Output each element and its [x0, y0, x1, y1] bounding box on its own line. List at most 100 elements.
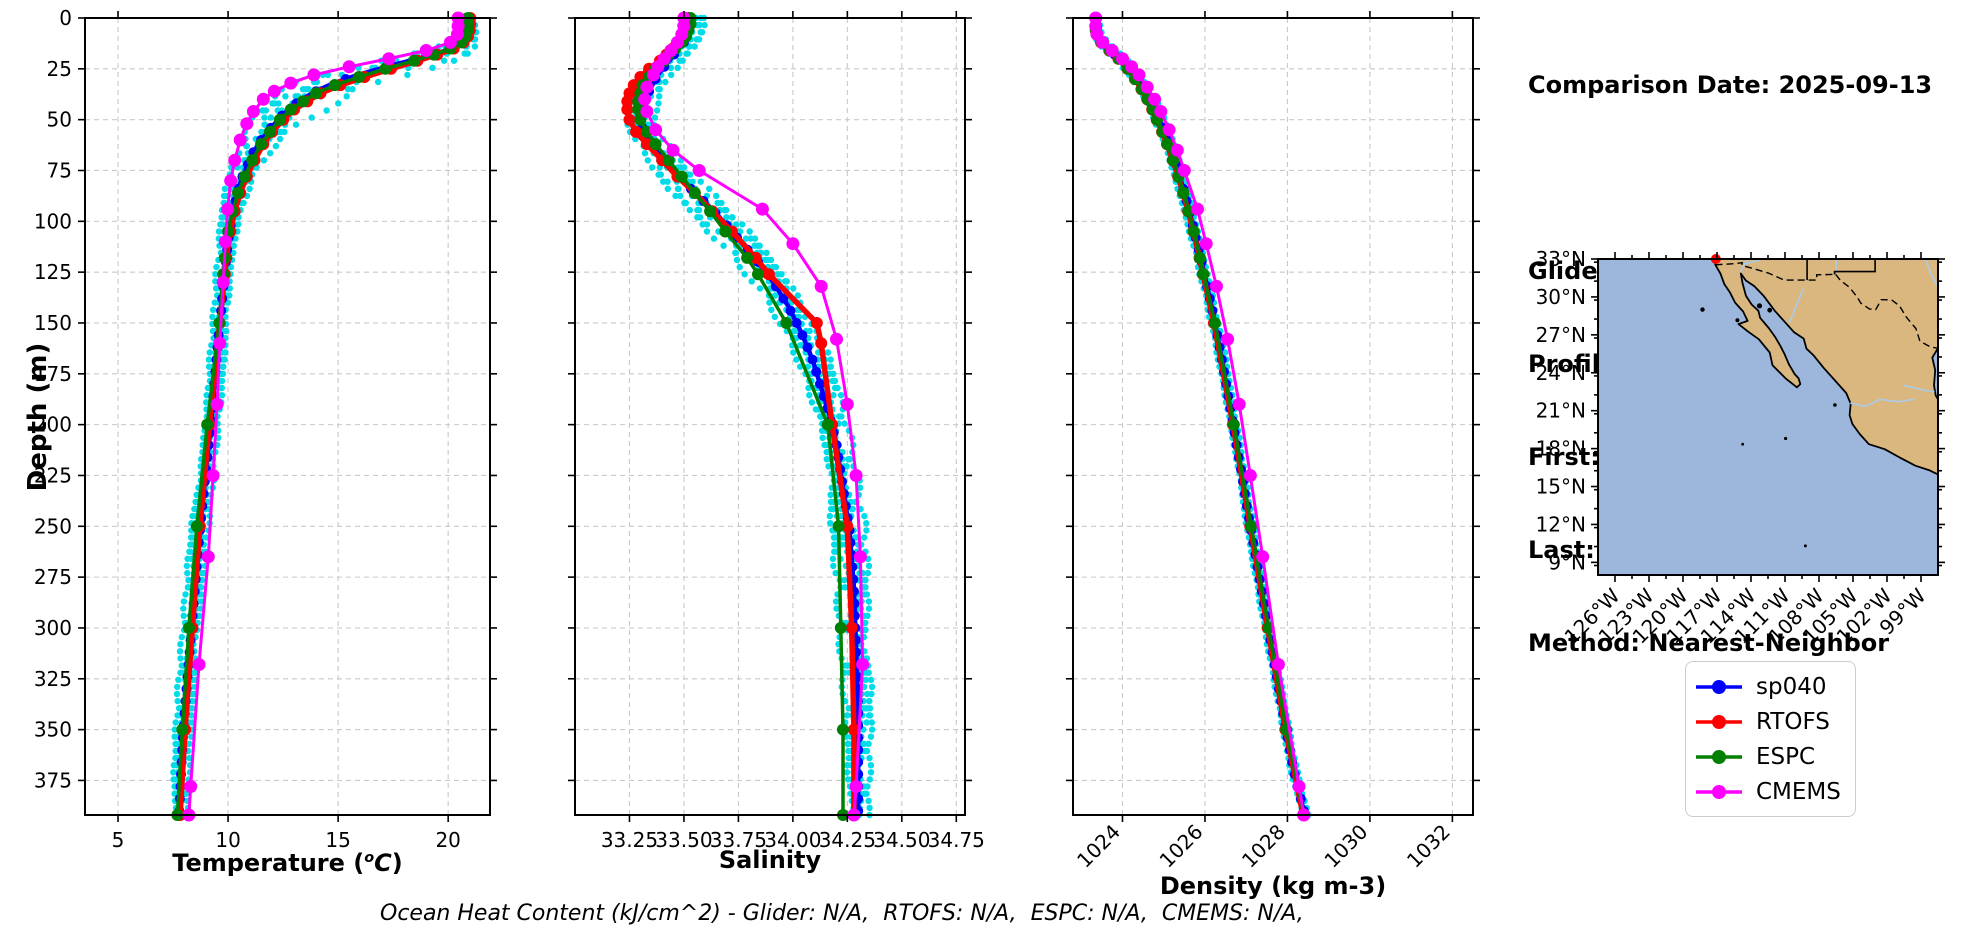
- depth-tick-label: 0: [59, 6, 72, 30]
- depth-tick-label: 75: [47, 158, 72, 182]
- legend-line-marker-CMEMS: [1696, 784, 1742, 799]
- map-island: [1833, 403, 1837, 407]
- method-line: Method: Nearest-Neighbor: [1528, 629, 1890, 657]
- depth-tick-label: 100: [34, 209, 72, 233]
- temperature-profile-plot: 5 10 15 20025507510012515017520022525027530…: [34, 6, 497, 852]
- temperature-axis-label-unit: C: [374, 849, 392, 877]
- temperature-axis-label: Temperature (oC): [85, 849, 490, 877]
- map-state-border: [1833, 259, 1876, 275]
- map-land: [1714, 259, 1938, 476]
- salinity-xtick-label: 33.75: [710, 828, 767, 852]
- depth-tick-label: 300: [34, 616, 72, 640]
- temperature-xtick-label: 20: [435, 828, 460, 852]
- density-series-CMEMS: [1089, 11, 1311, 822]
- temperature-axes-frame: [84, 17, 491, 816]
- salinity-ticks: [568, 11, 972, 822]
- map-island: [1784, 436, 1788, 441]
- density-xtick-label: 1026: [1155, 820, 1208, 873]
- density-xtick-label: 1028: [1237, 820, 1290, 873]
- depth-axis-label: Depth (m): [23, 342, 53, 492]
- map-island: [1767, 307, 1773, 313]
- density-axis-label: Density (kg m-3): [1073, 872, 1473, 900]
- salinity-xtick-label: 34.00: [764, 828, 821, 852]
- map-lat-label: 33°N: [1536, 247, 1586, 271]
- temperature-axis-label-close: ): [391, 849, 403, 877]
- depth-tick-label: 150: [34, 311, 72, 335]
- map-river: [1850, 398, 1915, 408]
- density-grid: [1073, 17, 1473, 815]
- temperature-axis-label-text: Temperature (: [172, 849, 365, 877]
- map-lat-label: 12°N: [1536, 512, 1586, 536]
- salinity-series-ESPC: [632, 12, 849, 821]
- depth-tick-label: 175: [34, 362, 72, 386]
- legend-line-marker-ESPC: [1696, 749, 1742, 764]
- depth-tick-label: 375: [34, 768, 72, 792]
- salinity-series-CMEMS: [638, 11, 870, 822]
- legend-label-sp040: sp040: [1756, 673, 1827, 700]
- map-river: [1924, 259, 1938, 286]
- temperature-ticks: [78, 11, 497, 822]
- legend-item-ESPC: ESPC: [1694, 739, 1841, 774]
- temperature-xtick-label: 15: [325, 828, 350, 852]
- map-border-dashed: [1715, 261, 1836, 281]
- map-lat-label: 30°N: [1536, 285, 1586, 309]
- salinity-xtick-label: 34.75: [928, 828, 985, 852]
- map-island: [1735, 318, 1740, 323]
- density-xtick-label: 1030: [1319, 820, 1372, 873]
- legend-item-RTOFS: RTOFS: [1694, 704, 1841, 739]
- map-lat-label: 24°N: [1536, 361, 1586, 385]
- legend-line-marker-RTOFS: [1696, 714, 1742, 729]
- comparison-date-line: Comparison Date: 2025-09-13: [1528, 71, 1933, 99]
- depth-tick-label: 25: [47, 57, 72, 81]
- temperature-axis-label-sup: o: [364, 850, 375, 866]
- legend: sp040 RTOFS ESPC CMEMS: [1685, 661, 1856, 817]
- map-lat-label: 21°N: [1536, 399, 1586, 423]
- density-tick-labels: 1024 1026 1028 1030 1032: [1072, 820, 1455, 873]
- map-lat-label: 27°N: [1536, 323, 1586, 347]
- temperature-tick-labels: 5 10 15 20025507510012515017520022525027530…: [34, 6, 461, 852]
- legend-label-ESPC: ESPC: [1756, 743, 1816, 770]
- map-river: [1739, 259, 1748, 273]
- info-spacer: [1528, 163, 1932, 194]
- depth-tick-label: 250: [34, 514, 72, 538]
- map-lat-label: 18°N: [1536, 437, 1586, 461]
- density-ticks: [1066, 11, 1480, 822]
- depth-tick-label: 350: [34, 718, 72, 742]
- depth-tick-label: 50: [47, 108, 72, 132]
- map-river: [1788, 288, 1804, 324]
- map-river: [1903, 384, 1935, 393]
- temperature-series-CMEMS: [182, 11, 465, 822]
- map-border-dashed: [1835, 273, 1938, 349]
- temperature-xtick-label: 5: [112, 828, 125, 852]
- map-lat-label: 15°N: [1536, 475, 1586, 499]
- map-island: [1803, 544, 1807, 548]
- ohc-annotation: Ocean Heat Content (kJ/cm^2) - Glider: N…: [380, 901, 1304, 926]
- map-island: [1756, 303, 1763, 309]
- depth-tick-label: 275: [34, 565, 72, 589]
- density-axis-label-text: Density (kg m-3): [1159, 872, 1387, 900]
- legend-item-CMEMS: CMEMS: [1694, 774, 1841, 809]
- density-axes-frame: [1072, 17, 1474, 816]
- location-map: 33°N30°N27°N24°N21°N18°N15°N12°N9°N126°W…: [1536, 247, 1945, 649]
- map-island: [1700, 307, 1705, 312]
- legend-label-CMEMS: CMEMS: [1756, 778, 1841, 805]
- temperature-xtick-label: 10: [215, 828, 240, 852]
- legend-label-RTOFS: RTOFS: [1756, 708, 1830, 735]
- map-ticks: [1591, 252, 1945, 582]
- salinity-xtick-label: 33.25: [601, 828, 658, 852]
- salinity-xtick-label: 34.50: [873, 828, 930, 852]
- temperature-grid: [85, 17, 490, 815]
- depth-tick-label: 325: [34, 667, 72, 691]
- density-profile-plot: 1024 1026 1028 1030 1032: [1066, 11, 1480, 873]
- map-island: [1741, 442, 1745, 446]
- salinity-axis-label-text: Salinity: [718, 846, 822, 874]
- legend-line-marker-sp040: [1696, 679, 1742, 694]
- salinity-xtick-label: 34.25: [819, 828, 876, 852]
- depth-tick-label: 225: [34, 463, 72, 487]
- salinity-axis-label: Salinity: [575, 846, 965, 874]
- density-xtick-label: 1024: [1072, 820, 1125, 873]
- salinity-axes-frame: [574, 17, 966, 816]
